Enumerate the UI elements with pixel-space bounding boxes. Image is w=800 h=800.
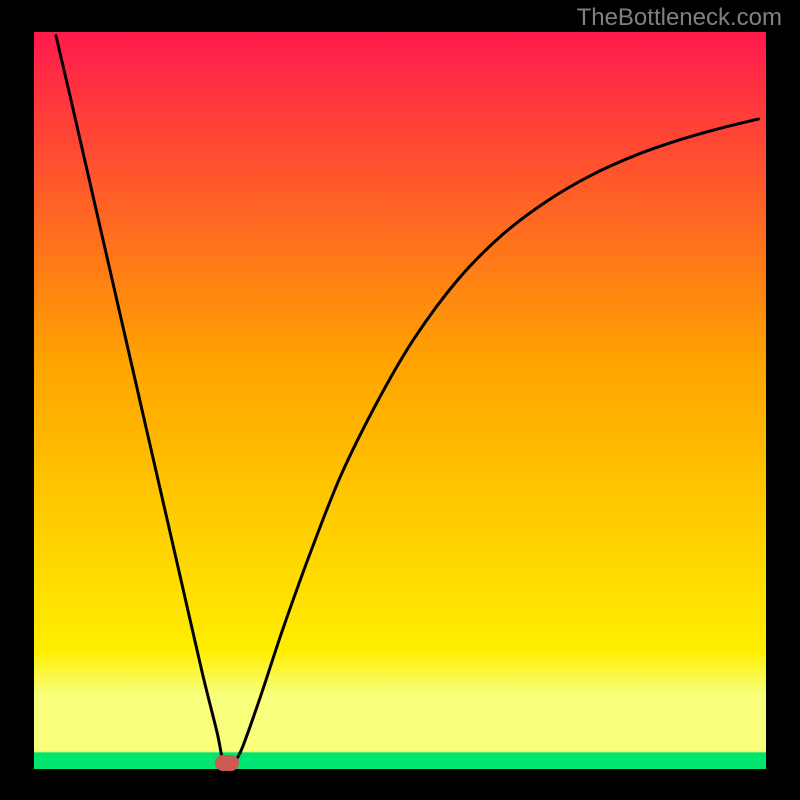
minimum-marker [215, 755, 239, 771]
chart-container: TheBottleneck.com [0, 0, 800, 800]
bottleneck-curve [0, 0, 800, 800]
watermark-label: TheBottleneck.com [577, 4, 782, 32]
